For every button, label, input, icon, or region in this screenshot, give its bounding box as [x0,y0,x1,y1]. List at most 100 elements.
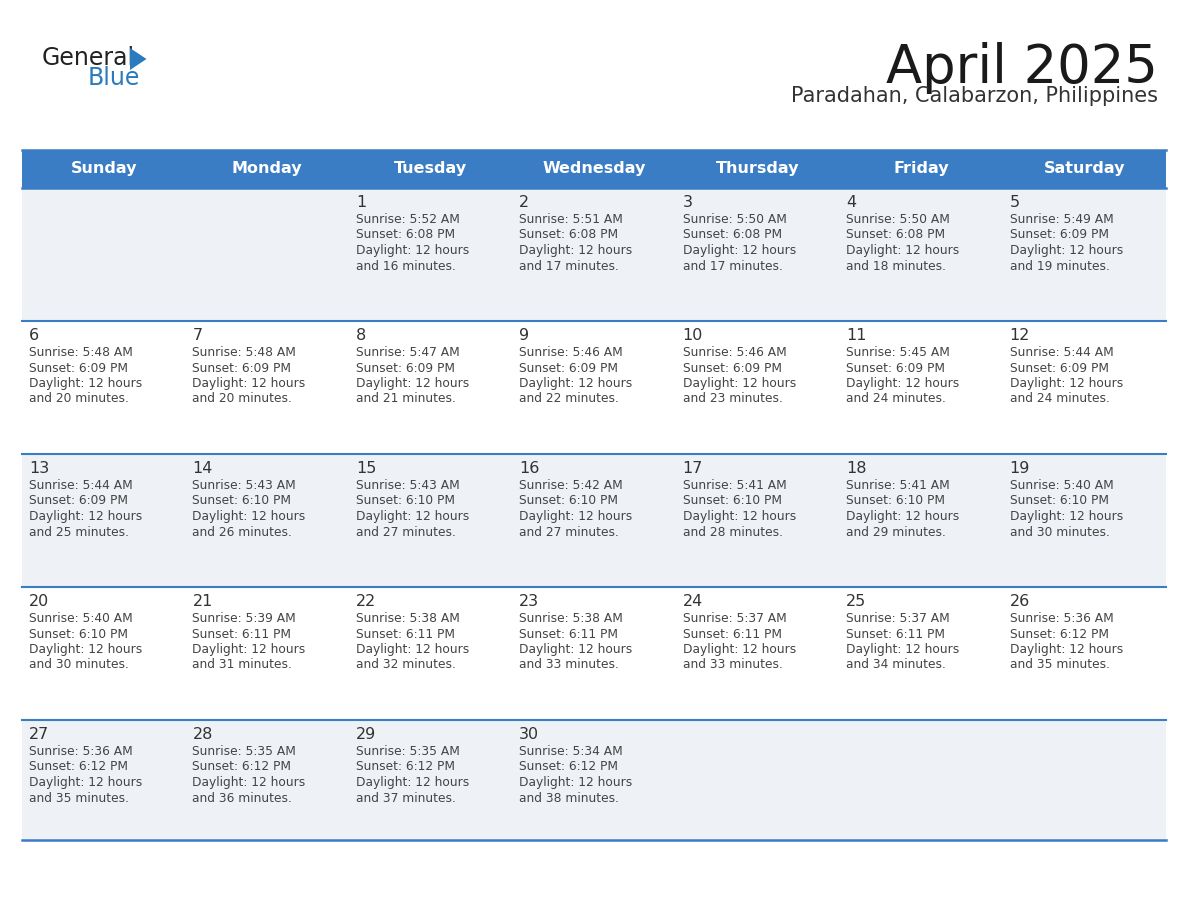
Text: 29: 29 [356,727,377,742]
Text: 22: 22 [356,594,377,609]
Text: Daylight: 12 hours: Daylight: 12 hours [519,776,632,789]
Text: Sunset: 6:12 PM: Sunset: 6:12 PM [1010,628,1108,641]
Text: Daylight: 12 hours: Daylight: 12 hours [519,244,632,257]
Text: 30: 30 [519,727,539,742]
Text: Sunset: 6:08 PM: Sunset: 6:08 PM [846,229,946,241]
Text: Sunday: Sunday [70,162,137,176]
Text: 8: 8 [356,328,366,343]
Text: 5: 5 [1010,195,1019,210]
Text: Sunset: 6:12 PM: Sunset: 6:12 PM [519,760,618,774]
Text: 2: 2 [519,195,530,210]
Text: Sunset: 6:10 PM: Sunset: 6:10 PM [846,495,946,508]
Text: 20: 20 [29,594,49,609]
Text: Sunrise: 5:41 AM: Sunrise: 5:41 AM [846,479,950,492]
Text: Sunrise: 5:45 AM: Sunrise: 5:45 AM [846,346,950,359]
Text: 27: 27 [29,727,49,742]
Text: and 34 minutes.: and 34 minutes. [846,658,946,671]
Text: Daylight: 12 hours: Daylight: 12 hours [683,643,796,656]
Text: Sunrise: 5:40 AM: Sunrise: 5:40 AM [29,612,133,625]
Text: and 22 minutes.: and 22 minutes. [519,393,619,406]
Text: and 35 minutes.: and 35 minutes. [29,791,129,804]
Text: and 30 minutes.: and 30 minutes. [29,658,128,671]
Bar [23,720,1165,840]
Text: Sunset: 6:11 PM: Sunset: 6:11 PM [683,628,782,641]
Text: Sunset: 6:10 PM: Sunset: 6:10 PM [519,495,618,508]
Text: 18: 18 [846,461,866,476]
Text: Daylight: 12 hours: Daylight: 12 hours [29,776,143,789]
Text: Daylight: 12 hours: Daylight: 12 hours [29,377,143,390]
Text: 11: 11 [846,328,866,343]
Text: and 24 minutes.: and 24 minutes. [846,393,946,406]
Text: Sunset: 6:09 PM: Sunset: 6:09 PM [29,362,128,375]
Text: Daylight: 12 hours: Daylight: 12 hours [192,643,305,656]
Text: Sunset: 6:11 PM: Sunset: 6:11 PM [356,628,455,641]
Text: and 37 minutes.: and 37 minutes. [356,791,456,804]
Bar [23,188,1165,321]
Text: Daylight: 12 hours: Daylight: 12 hours [846,244,960,257]
Text: Sunset: 6:09 PM: Sunset: 6:09 PM [1010,229,1108,241]
Text: Sunset: 6:08 PM: Sunset: 6:08 PM [683,229,782,241]
Text: Daylight: 12 hours: Daylight: 12 hours [683,377,796,390]
Text: Sunrise: 5:35 AM: Sunrise: 5:35 AM [192,745,296,758]
Text: Sunrise: 5:34 AM: Sunrise: 5:34 AM [519,745,623,758]
Text: Sunrise: 5:44 AM: Sunrise: 5:44 AM [1010,346,1113,359]
Text: Daylight: 12 hours: Daylight: 12 hours [683,510,796,523]
Text: 13: 13 [29,461,49,476]
Text: and 31 minutes.: and 31 minutes. [192,658,292,671]
Text: Daylight: 12 hours: Daylight: 12 hours [519,510,632,523]
Text: and 23 minutes.: and 23 minutes. [683,393,783,406]
Text: Sunrise: 5:36 AM: Sunrise: 5:36 AM [1010,612,1113,625]
Text: Sunrise: 5:40 AM: Sunrise: 5:40 AM [1010,479,1113,492]
Text: and 35 minutes.: and 35 minutes. [1010,658,1110,671]
Text: and 36 minutes.: and 36 minutes. [192,791,292,804]
Text: Saturday: Saturday [1043,162,1125,176]
Text: Sunset: 6:12 PM: Sunset: 6:12 PM [192,760,291,774]
Bar [23,321,1165,454]
Text: Sunrise: 5:36 AM: Sunrise: 5:36 AM [29,745,133,758]
Text: Sunset: 6:10 PM: Sunset: 6:10 PM [683,495,782,508]
Text: 24: 24 [683,594,703,609]
Text: Sunrise: 5:50 AM: Sunrise: 5:50 AM [683,213,786,226]
Text: Wednesday: Wednesday [542,162,646,176]
Text: Sunset: 6:11 PM: Sunset: 6:11 PM [519,628,618,641]
Text: Daylight: 12 hours: Daylight: 12 hours [519,377,632,390]
Text: Blue: Blue [88,66,140,90]
Text: Sunset: 6:10 PM: Sunset: 6:10 PM [1010,495,1108,508]
Text: General: General [42,46,135,70]
Text: and 38 minutes.: and 38 minutes. [519,791,619,804]
Text: and 17 minutes.: and 17 minutes. [519,260,619,273]
Text: and 21 minutes.: and 21 minutes. [356,393,456,406]
Text: 9: 9 [519,328,530,343]
Text: Sunset: 6:09 PM: Sunset: 6:09 PM [192,362,291,375]
Text: Sunrise: 5:46 AM: Sunrise: 5:46 AM [519,346,623,359]
Text: Paradahan, Calabarzon, Philippines: Paradahan, Calabarzon, Philippines [791,86,1158,106]
Text: and 19 minutes.: and 19 minutes. [1010,260,1110,273]
Text: 12: 12 [1010,328,1030,343]
Text: Sunrise: 5:50 AM: Sunrise: 5:50 AM [846,213,950,226]
Text: April 2025: April 2025 [886,42,1158,94]
Text: Sunset: 6:09 PM: Sunset: 6:09 PM [846,362,946,375]
Polygon shape [129,48,146,70]
Text: Sunset: 6:09 PM: Sunset: 6:09 PM [683,362,782,375]
Text: Daylight: 12 hours: Daylight: 12 hours [846,377,960,390]
Text: and 20 minutes.: and 20 minutes. [29,393,128,406]
Text: Daylight: 12 hours: Daylight: 12 hours [29,510,143,523]
Text: Sunset: 6:10 PM: Sunset: 6:10 PM [29,628,128,641]
Text: Sunrise: 5:43 AM: Sunrise: 5:43 AM [192,479,296,492]
Text: 4: 4 [846,195,857,210]
Text: and 27 minutes.: and 27 minutes. [356,525,456,539]
Text: Sunset: 6:09 PM: Sunset: 6:09 PM [519,362,618,375]
Text: and 29 minutes.: and 29 minutes. [846,525,946,539]
Text: and 30 minutes.: and 30 minutes. [1010,525,1110,539]
Text: Sunset: 6:11 PM: Sunset: 6:11 PM [846,628,946,641]
Text: Sunrise: 5:37 AM: Sunrise: 5:37 AM [683,612,786,625]
Text: Sunset: 6:10 PM: Sunset: 6:10 PM [356,495,455,508]
Text: Sunset: 6:09 PM: Sunset: 6:09 PM [1010,362,1108,375]
Text: and 33 minutes.: and 33 minutes. [683,658,783,671]
Text: Sunrise: 5:38 AM: Sunrise: 5:38 AM [356,612,460,625]
Text: 10: 10 [683,328,703,343]
Text: 19: 19 [1010,461,1030,476]
Text: Sunrise: 5:38 AM: Sunrise: 5:38 AM [519,612,624,625]
Text: 15: 15 [356,461,377,476]
Text: 23: 23 [519,594,539,609]
